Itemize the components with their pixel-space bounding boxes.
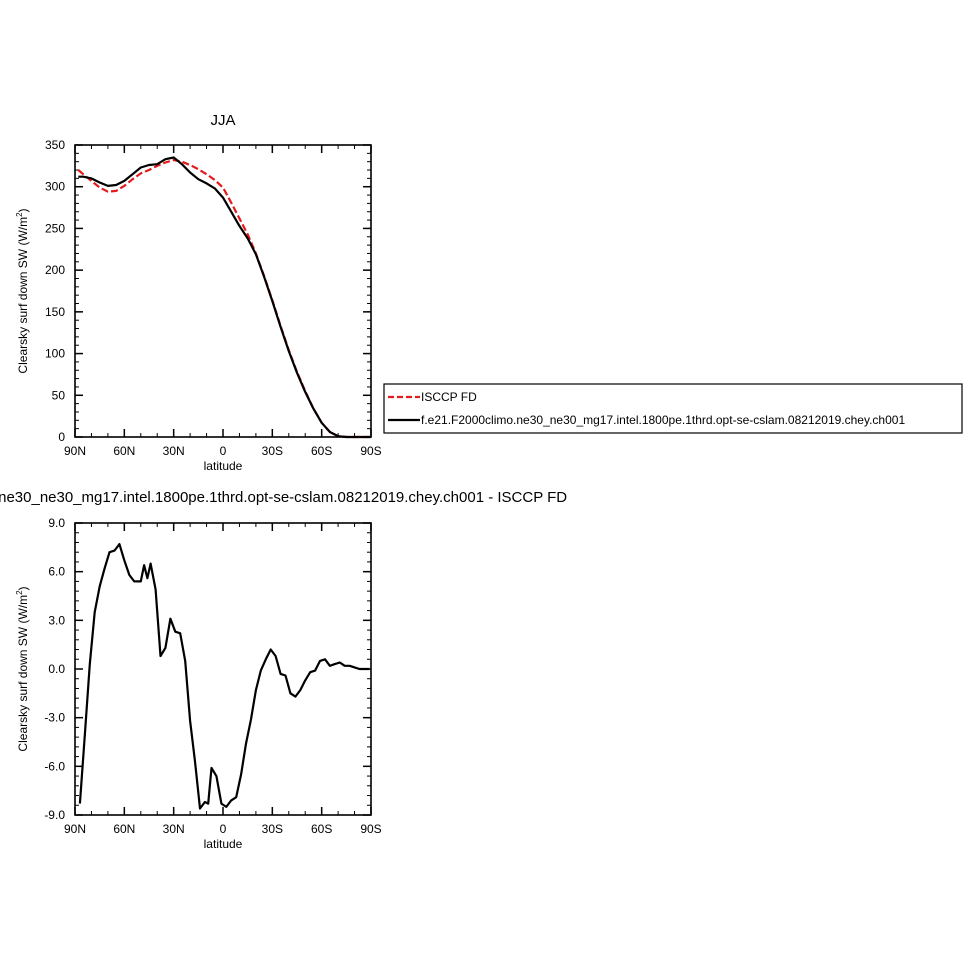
chart-title: f.e21.F2000climo.ne30_ne30_mg17.intel.18… bbox=[0, 489, 567, 506]
x-axis-label: latitude bbox=[204, 459, 243, 473]
y-tick-label: 300 bbox=[45, 180, 65, 194]
y-axis-label: Clearsky surf down SW (W/m2) bbox=[15, 586, 30, 751]
y-tick-label: 0.0 bbox=[48, 662, 65, 676]
x-tick-label: 60N bbox=[113, 822, 135, 836]
series-line-2 bbox=[78, 156, 371, 439]
y-tick-label: 0 bbox=[58, 430, 65, 444]
y-axis-label-main: Clearsky surf down SW (W/m bbox=[16, 217, 30, 374]
x-tick-label: 30N bbox=[163, 444, 185, 458]
y-tick-label: -3.0 bbox=[44, 711, 65, 725]
x-tick-label: 0 bbox=[220, 444, 227, 458]
y-tick-label: 100 bbox=[45, 347, 65, 361]
y-tick-label: 350 bbox=[45, 138, 65, 152]
x-tick-label: 60S bbox=[311, 822, 332, 836]
x-tick-label: 30S bbox=[262, 822, 283, 836]
x-tick-label: 90N bbox=[64, 444, 86, 458]
y-axis-label: Clearsky surf down SW (W/m2) bbox=[15, 208, 30, 373]
legend-label-2: f.e21.F2000climo.ne30_ne30_mg17.intel.18… bbox=[421, 413, 905, 427]
y-tick-label: -9.0 bbox=[44, 808, 65, 822]
x-tick-label: 30N bbox=[163, 822, 185, 836]
chart-title: JJA bbox=[210, 112, 235, 129]
plot-frame bbox=[74, 522, 372, 816]
y-axis-label-superscript: 2 bbox=[15, 212, 24, 217]
x-tick-label: 30S bbox=[262, 444, 283, 458]
y-tick-label: 3.0 bbox=[48, 613, 65, 627]
y-tick-label: -6.0 bbox=[44, 759, 65, 773]
y-tick-label: 50 bbox=[52, 388, 66, 402]
series-line-1 bbox=[78, 542, 370, 810]
y-tick-label: 200 bbox=[45, 263, 65, 277]
y-axis-label-tail: ) bbox=[16, 208, 30, 212]
x-axis-label: latitude bbox=[204, 837, 243, 851]
y-tick-label: 150 bbox=[45, 305, 65, 319]
legend: ISCCP FD f.e21.F2000climo.ne30_ne30_mg17.… bbox=[383, 383, 963, 434]
y-axis-label-tail: ) bbox=[16, 586, 30, 590]
x-tick-label: 90N bbox=[64, 822, 86, 836]
x-tick-label: 60S bbox=[311, 444, 332, 458]
plot-frame bbox=[74, 144, 372, 438]
x-tick-label: 90S bbox=[360, 444, 381, 458]
x-tick-label: 0 bbox=[220, 822, 227, 836]
y-tick-label: 250 bbox=[45, 221, 65, 235]
chart-panel-2: f.e21.F2000climo.ne30_ne30_mg17.intel.18… bbox=[0, 489, 567, 851]
chart-panel-1: JJA 90N 60N 30N 0 30S 60S 90S 0 50 100 150 200 250 300… bbox=[15, 112, 382, 473]
legend-box bbox=[383, 383, 963, 434]
y-tick-label: 9.0 bbox=[48, 516, 65, 530]
legend-label-1: ISCCP FD bbox=[421, 390, 477, 404]
x-tick-label: 90S bbox=[360, 822, 381, 836]
y-axis-label-superscript: 2 bbox=[15, 590, 24, 595]
y-axis-label-main: Clearsky surf down SW (W/m bbox=[16, 595, 30, 752]
y-tick-label: 6.0 bbox=[48, 565, 65, 579]
x-tick-label: 60N bbox=[113, 444, 135, 458]
